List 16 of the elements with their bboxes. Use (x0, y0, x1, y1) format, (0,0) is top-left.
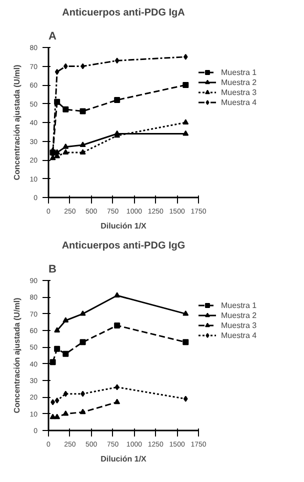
text: A (48, 30, 56, 42)
chart-title: Anticuerpos anti-PDG IgA (62, 8, 185, 18)
x-axis-title: Dilución 1/X (100, 454, 148, 464)
legend-label: Muestra 2 (221, 77, 257, 87)
legend-label: Muestra 3 (221, 87, 257, 97)
x-axis-title: Dilución 1/X (100, 222, 148, 230)
legend-label: Muestra 1 (221, 300, 257, 310)
chart-title: Anticuerpos anti-PDG IgG (62, 240, 186, 252)
y-axis-title: Concentración ajustada (U/ml) (12, 64, 22, 180)
legend-label: Muestra 4 (221, 330, 257, 340)
legend-label: Muestra 4 (221, 97, 257, 107)
text: B (48, 264, 56, 276)
legend-label: Muestra 1 (221, 67, 257, 77)
y-axis-title: Concentración ajustada (U/ml) (12, 297, 22, 414)
legend-label: Muestra 2 (221, 310, 257, 320)
legend-label: Muestra 3 (221, 320, 257, 330)
